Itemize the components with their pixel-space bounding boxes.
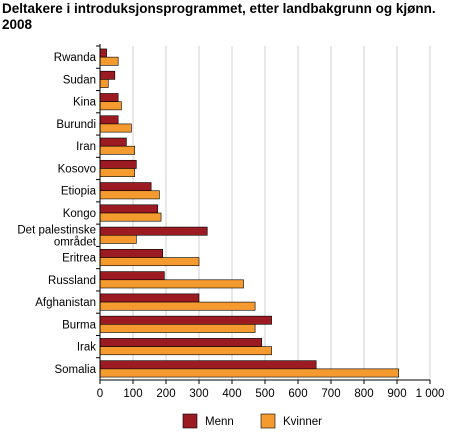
category-label: Russland bbox=[48, 275, 96, 287]
x-tick-label: 700 bbox=[321, 388, 340, 400]
category-label: Etiopia bbox=[61, 186, 97, 198]
bar-kvinner-rwanda bbox=[99, 56, 119, 66]
bar-menn-kosovo bbox=[99, 159, 137, 169]
axes bbox=[96, 44, 431, 384]
legend-swatch-kvinner bbox=[260, 413, 276, 429]
x-tick-label: 900 bbox=[387, 388, 406, 400]
x-tick-label: 1 000 bbox=[416, 388, 445, 400]
category-label: Eritrea bbox=[62, 253, 96, 265]
category-label: Iran bbox=[76, 141, 96, 153]
bar-menn-burma bbox=[99, 315, 272, 325]
chart-title: Deltakere i introduksjonsprogrammet, ett… bbox=[2, 1, 436, 32]
x-tick-label: 400 bbox=[222, 388, 241, 400]
bar-menn-etiopia bbox=[99, 182, 152, 192]
bar-kvinner-iran bbox=[99, 145, 135, 155]
bar-menn-iran bbox=[99, 137, 127, 147]
tick-labels: 0 100 200 300 400 500 600 700 800 900 1 000 bbox=[97, 388, 445, 400]
bar-menn-kina bbox=[99, 93, 119, 102]
bar-menn-det-palestinske-området bbox=[99, 226, 208, 236]
legend-swatch-menn bbox=[182, 413, 198, 429]
bar-kvinner-kosovo bbox=[99, 168, 135, 177]
bar-kvinner-kina bbox=[99, 101, 122, 111]
bar-kvinner-russland bbox=[99, 279, 244, 289]
bar-kvinner-eritrea bbox=[99, 257, 200, 267]
bar-menn-afghanistan bbox=[99, 293, 200, 303]
bar-kvinner-afghanistan bbox=[99, 301, 256, 311]
category-label: Det palestinske området bbox=[17, 224, 96, 248]
x-tick-label: 100 bbox=[123, 388, 142, 400]
category-label: Irak bbox=[77, 342, 96, 354]
bar-kvinner-burma bbox=[99, 324, 256, 333]
x-tick-label: 500 bbox=[255, 388, 274, 400]
category-label: Rwanda bbox=[54, 52, 97, 64]
category-label: Somalia bbox=[54, 364, 96, 376]
bar-menn-irak bbox=[99, 338, 262, 347]
bar-kvinner-sudan bbox=[99, 79, 109, 88]
category-label: Kongo bbox=[63, 208, 96, 220]
legend-label-kvinner: Kvinner bbox=[283, 416, 322, 428]
bar-menn-rwanda bbox=[99, 48, 107, 58]
category-label: Kina bbox=[73, 97, 97, 109]
category-label: Afghanistan bbox=[35, 297, 96, 309]
bars bbox=[99, 48, 399, 378]
bar-kvinner-etiopia bbox=[99, 190, 160, 200]
category-label: Sudan bbox=[63, 74, 96, 86]
category-label: Burma bbox=[62, 319, 96, 331]
bar-menn-sudan bbox=[99, 70, 116, 80]
x-tick-label: 300 bbox=[189, 388, 208, 400]
bar-kvinner-irak bbox=[99, 346, 272, 356]
category-label: Burundi bbox=[56, 119, 96, 131]
x-tick-label: 600 bbox=[288, 388, 307, 400]
bar-kvinner-kongo bbox=[99, 212, 162, 222]
bar-menn-kongo bbox=[99, 204, 159, 214]
legend: Menn Kvinner bbox=[182, 413, 322, 429]
category-label: Kosovo bbox=[58, 163, 96, 175]
bar-menn-russland bbox=[99, 271, 165, 281]
bar-kvinner-burundi bbox=[99, 123, 132, 133]
bar-kvinner-det-palestinske-området bbox=[99, 234, 137, 244]
category-labels: Rwanda Sudan Kina Burundi Iran Kosovo Etiopia K… bbox=[17, 52, 96, 376]
bar-menn-burundi bbox=[99, 115, 119, 125]
legend-label-menn: Menn bbox=[205, 416, 234, 428]
x-tick-label: 200 bbox=[156, 388, 175, 400]
x-tick-label: 800 bbox=[354, 388, 373, 400]
bar-menn-eritrea bbox=[99, 249, 164, 258]
bar-menn-somalia bbox=[99, 360, 317, 370]
x-tick-label: 0 bbox=[97, 388, 103, 400]
bar-kvinner-somalia bbox=[99, 368, 399, 378]
